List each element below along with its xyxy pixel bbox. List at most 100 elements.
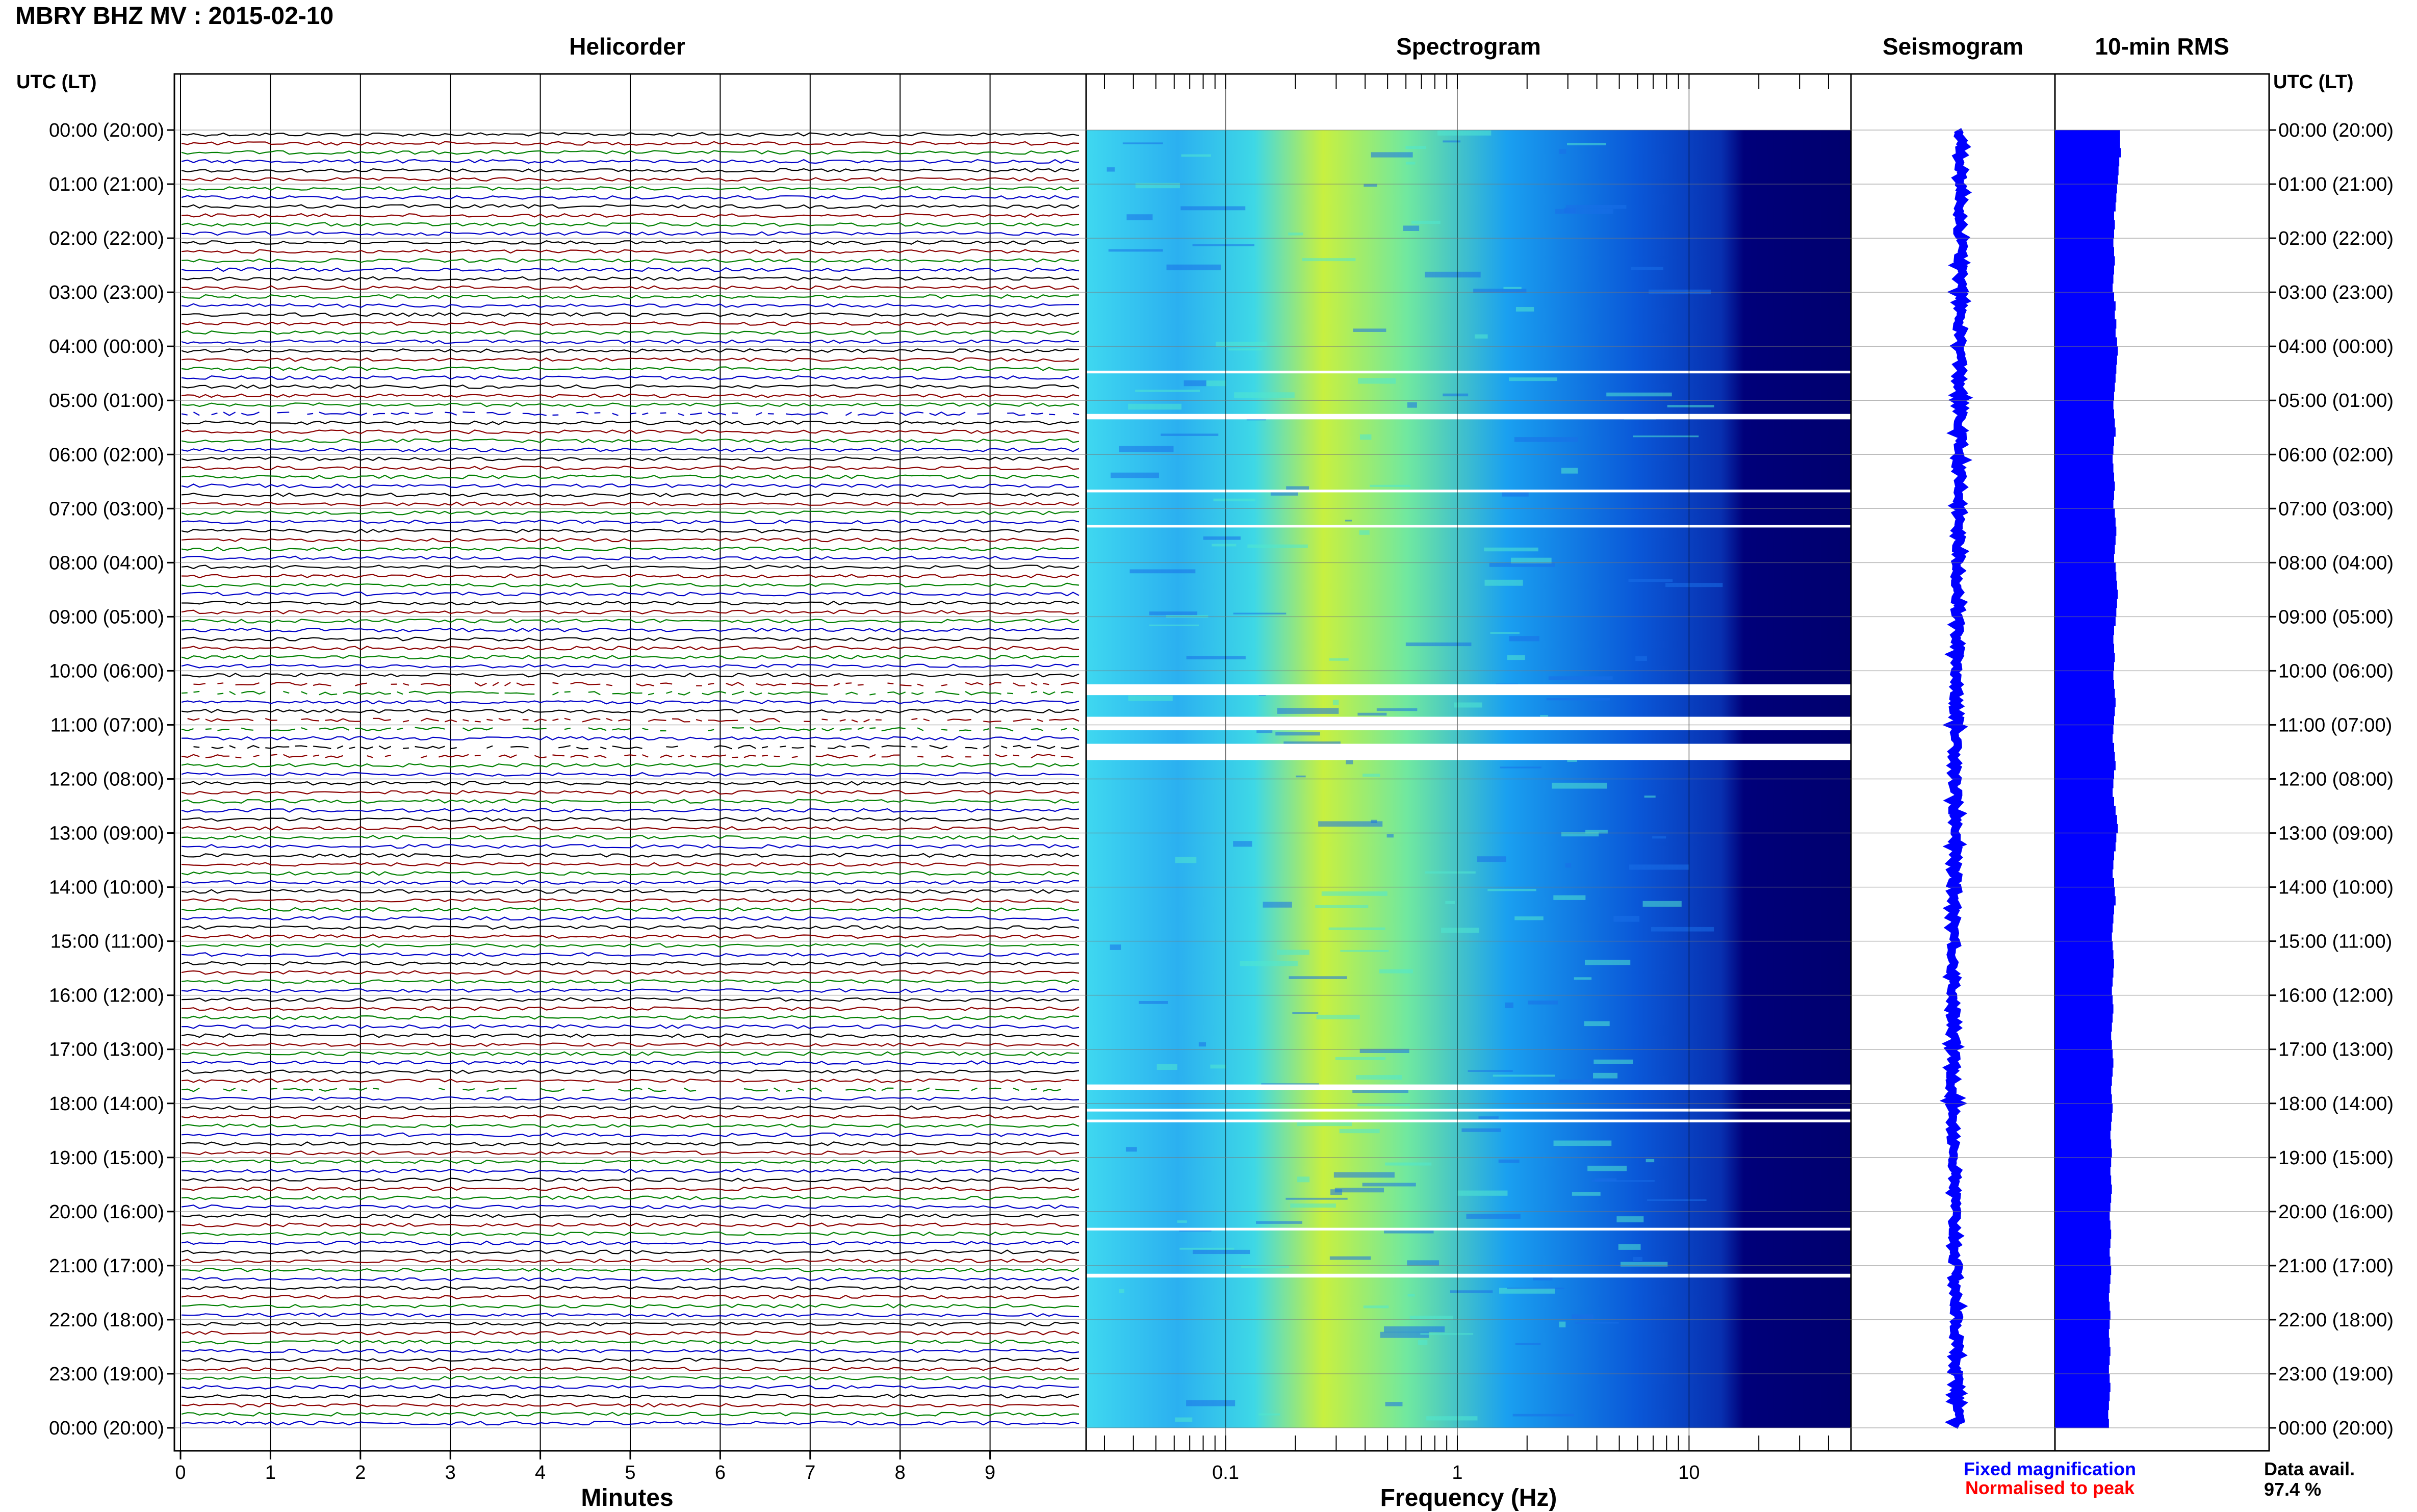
helicorder-trace	[181, 267, 1079, 272]
spectrogram-speckle	[1339, 1129, 1380, 1134]
helicorder-trace	[181, 1375, 1079, 1381]
time-tick-label-right: 18:00 (14:00)	[2278, 1093, 2394, 1115]
time-tick-label-left: 04:00 (00:00)	[49, 336, 164, 357]
spectrogram-speckle	[1507, 1287, 1564, 1290]
helicorder-trace	[181, 627, 1079, 633]
time-tick-label-right: 09:00 (05:00)	[2278, 606, 2394, 628]
spectrogram-speckle	[1175, 1417, 1193, 1422]
rms-bar	[2055, 977, 2113, 987]
spectrogram-data-gap	[1086, 414, 1851, 420]
spectrogram-speckle	[1618, 1244, 1641, 1250]
spectrogram-speckle	[1210, 1064, 1226, 1069]
rms-bar	[2055, 1040, 2112, 1050]
spectrogram-speckle	[1499, 1288, 1555, 1294]
helicorder-trace	[181, 501, 1079, 506]
helicorder-trace	[181, 952, 1079, 957]
rms-panel	[2054, 73, 2270, 1452]
spectrogram-speckle	[1652, 836, 1666, 839]
minute-tick-label: 3	[445, 1462, 456, 1483]
spectrogram-speckle	[1203, 536, 1241, 540]
minute-tick-label: 1	[265, 1462, 276, 1483]
spectrogram-speckle	[1135, 183, 1180, 189]
helicorder-trace	[181, 339, 1079, 344]
spectrogram-speckle	[1161, 433, 1219, 436]
helicorder-trace	[181, 375, 1079, 380]
helicorder-trace	[181, 528, 1079, 533]
freq-tick-label: 1	[1452, 1462, 1462, 1483]
spectrogram-speckle	[1364, 184, 1377, 187]
spectrogram-speckle	[1128, 403, 1182, 410]
time-axis-label-left: UTC (LT)	[16, 71, 97, 93]
spectrogram-speckle	[1371, 152, 1413, 158]
seismogram-trace	[1939, 128, 1973, 1429]
spectrogram-speckle	[1181, 154, 1211, 157]
rms-bar	[2055, 887, 2115, 896]
spectrogram-speckle	[1275, 732, 1320, 736]
helicorder-trace	[181, 1123, 1079, 1129]
spectrogram-speckle	[1149, 624, 1199, 626]
helicorder-trace	[181, 231, 1079, 236]
rms-bar	[2055, 283, 2113, 293]
time-tick-label-right: 13:00 (09:00)	[2278, 823, 2394, 844]
spectrogram-speckle	[1233, 612, 1287, 614]
helicorder-trace	[181, 988, 1079, 993]
spectrogram-speckle	[1128, 695, 1173, 701]
spectrogram-speckle	[1241, 1266, 1289, 1268]
spectrogram-speckle	[1629, 864, 1689, 870]
helicorder-trace	[181, 1060, 1079, 1065]
rms-bar	[2055, 1202, 2111, 1212]
spectrogram-speckle	[1509, 636, 1540, 642]
rms-bar	[2055, 1157, 2112, 1167]
rms-bar	[2055, 715, 2114, 726]
helicorder-trace	[181, 700, 1079, 705]
spectrogram-speckle	[1302, 258, 1356, 262]
rms-bar	[2055, 400, 2114, 410]
spectrogram-data-gap	[1086, 1109, 1851, 1112]
spectrogram-speckle	[1286, 486, 1309, 491]
spectrogram-speckle	[1512, 1414, 1574, 1417]
rms-bar	[2055, 661, 2114, 672]
helicorder-trace	[181, 1357, 1079, 1363]
spectrogram-speckle	[1473, 289, 1527, 293]
time-tick-label-right: 12:00 (08:00)	[2278, 769, 2394, 790]
time-tick-label-left: 10:00 (06:00)	[49, 660, 164, 682]
spectrogram-speckle	[1184, 380, 1206, 387]
rms-bar	[2055, 1229, 2112, 1239]
rms-bar	[2055, 292, 2114, 302]
spectrogram-speckle	[1110, 944, 1121, 950]
rms-bar	[2055, 301, 2116, 311]
minute-tick-label: 2	[355, 1462, 366, 1483]
spectrogram-speckle	[1487, 888, 1536, 891]
spectrogram-data-gap	[1086, 744, 1851, 760]
rms-bar	[2055, 220, 2115, 230]
rms-bar	[2055, 184, 2117, 194]
time-tick-label-right: 16:00 (12:00)	[2278, 985, 2394, 1007]
spectrogram-speckle	[1555, 209, 1613, 214]
spectrogram-speckle	[1574, 977, 1592, 980]
spectrogram-data-gap	[1086, 1227, 1851, 1231]
rms-bar	[2055, 328, 2116, 338]
spectrogram-speckle	[1316, 1014, 1360, 1019]
rms-bar	[2055, 1094, 2112, 1104]
helicorder-trace	[181, 619, 1079, 624]
helicorder-trace	[181, 1132, 1079, 1137]
rms-bar	[2055, 932, 2112, 942]
time-axis-label-right: UTC (LT)	[2273, 71, 2354, 93]
rms-bar	[2055, 1013, 2113, 1023]
helicorder-trace	[182, 673, 1079, 678]
helicorder-trace	[181, 1367, 1079, 1372]
spectrogram-speckle	[1566, 143, 1606, 145]
spectrogram-speckle	[1346, 758, 1353, 764]
helicorder-trace	[181, 907, 1079, 912]
spectrogram-speckle	[1256, 730, 1273, 733]
minute-tick-label: 5	[625, 1462, 635, 1483]
spectrogram-speckle	[1353, 328, 1386, 332]
spectrogram-speckle	[1385, 1402, 1403, 1406]
rms-bar	[2055, 580, 2117, 590]
time-tick-label-left: 18:00 (14:00)	[49, 1093, 164, 1115]
rms-bar	[2055, 1346, 2111, 1356]
spectrogram-speckle	[1665, 583, 1723, 587]
rms-bar	[2055, 544, 2115, 554]
spectrogram-speckle	[1593, 1072, 1618, 1079]
